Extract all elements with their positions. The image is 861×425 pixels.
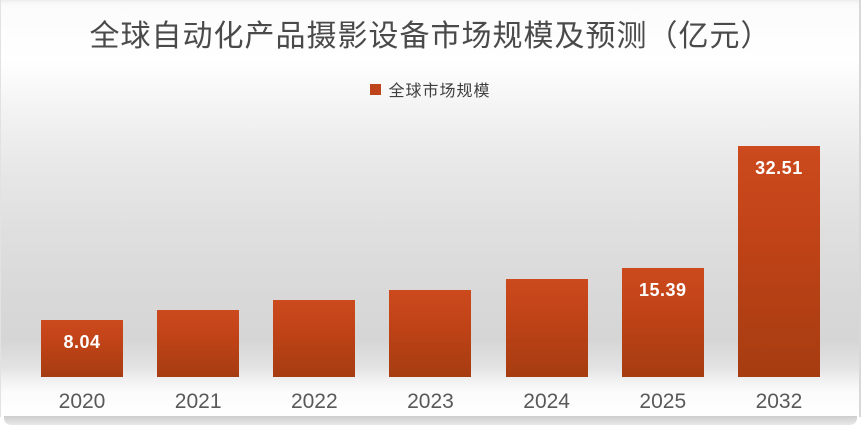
chart-title: 全球自动化产品摄影设备市场规模及预测（亿元） — [89, 19, 772, 54]
bar-2022 — [273, 300, 356, 377]
x-axis-label-2020: 2020 — [58, 390, 106, 413]
legend-label: 全球市场规模 — [388, 81, 491, 100]
bar-2021 — [157, 310, 240, 377]
bar-2025: 15.39 — [621, 268, 704, 377]
bar-value-label-2032: 32.51 — [755, 158, 803, 178]
bar-value-label-2020: 8.04 — [63, 332, 101, 352]
bar-value-label-2025: 15.39 — [639, 280, 687, 300]
legend: 全球市场规模 — [0, 78, 861, 100]
bar-2024 — [505, 279, 588, 377]
x-axis-label-2024: 2024 — [523, 390, 570, 413]
bar-2023 — [389, 290, 472, 377]
x-axis-label-2023: 2023 — [407, 390, 454, 413]
x-axis-label-2021: 2021 — [174, 390, 222, 413]
bar-2020: 8.04 — [41, 320, 123, 377]
x-axis-labels: 2020 2021 2022 2023 2024 2025 2032 — [41, 390, 820, 414]
card-bottom-shadow — [4, 416, 857, 425]
x-axis-label-2025: 2025 — [639, 390, 687, 413]
x-axis-label-2032: 2032 — [755, 390, 803, 413]
x-axis-label-2022: 2022 — [290, 390, 338, 413]
bar-2032: 32.51 — [737, 146, 820, 377]
plot-area: 8.04 15.39 32.51 — [41, 128, 820, 377]
legend-swatch-icon — [370, 83, 382, 95]
